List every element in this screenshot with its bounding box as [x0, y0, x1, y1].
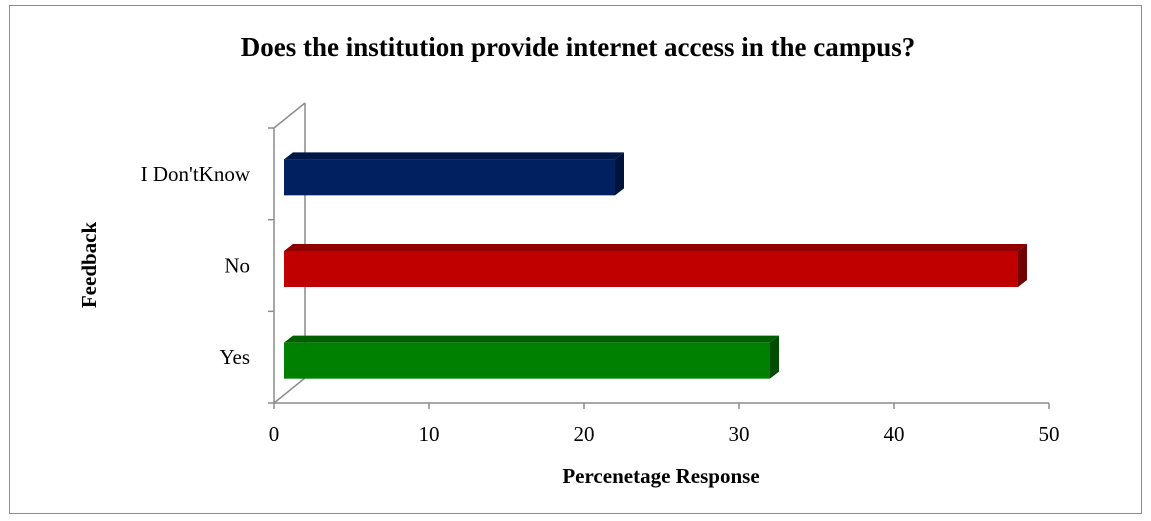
- chart-title: Does the institution provide internet ac…: [241, 32, 916, 62]
- axes: [273, 102, 1049, 404]
- x-tick-label: 50: [1039, 422, 1060, 446]
- y-tick-label: I Don'tKnow: [141, 162, 251, 186]
- bar-top-face: [284, 244, 1027, 251]
- depth-line-bottom: [273, 377, 306, 404]
- bar-front-face: [284, 159, 615, 196]
- bars: [284, 152, 1027, 379]
- bar-top-face: [284, 152, 624, 160]
- bar-yes: [284, 335, 779, 379]
- bar-front-face: [284, 251, 1018, 287]
- x-tick-label: 0: [269, 422, 280, 446]
- x-axis-label: Percenetage Response: [562, 464, 759, 488]
- y-tick-marks: [268, 127, 274, 404]
- y-tick-label: No: [224, 254, 250, 278]
- x-tick-label: 10: [419, 422, 440, 446]
- x-ticks: 0 10 20 30 40 50: [269, 403, 1060, 446]
- x-tick-label: 40: [884, 422, 905, 446]
- bar-end-face: [615, 152, 624, 196]
- bar-end-face: [1018, 244, 1027, 287]
- depth-line-top: [273, 102, 306, 129]
- bar-front-face: [284, 342, 770, 379]
- y-axis-label: Feedback: [77, 222, 101, 309]
- bar-end-face: [770, 335, 779, 379]
- y-labels: Yes No I Don'tKnow: [141, 162, 251, 369]
- bar-top-face: [284, 335, 779, 343]
- bar-no: [284, 244, 1027, 287]
- bar-i-don-tknow: [284, 152, 624, 196]
- x-tick-label: 20: [574, 422, 595, 446]
- y-tick-label: Yes: [219, 345, 250, 369]
- x-tick-label: 30: [729, 422, 750, 446]
